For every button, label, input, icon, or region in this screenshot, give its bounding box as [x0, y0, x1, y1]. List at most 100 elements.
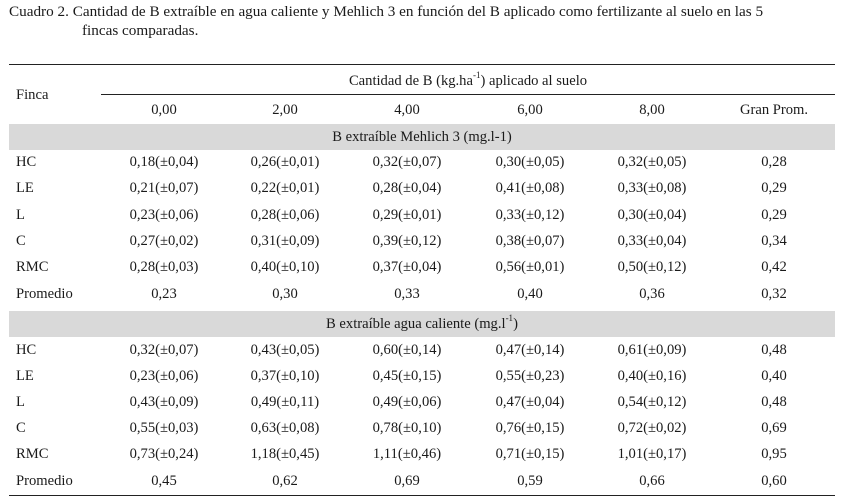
table-cell: 1,18(±0,45): [250, 446, 320, 462]
row-label-finca: L: [16, 207, 25, 223]
group-title-pre: Cantidad de B (kg.ha: [348, 73, 473, 89]
table-cell: 0,34: [761, 233, 787, 249]
table-cell: 0,32: [761, 286, 787, 302]
table-cell: 0,41(±0,08): [495, 180, 565, 196]
row-label-finca: LE: [16, 180, 34, 196]
table-cell: 0,55(±0,23): [495, 368, 565, 384]
table-cell: 0,43(±0,05): [250, 342, 320, 358]
caption-line1: Cantidad de B extraíble en agua caliente…: [72, 3, 764, 20]
table-cell: 0,63(±0,08): [250, 420, 320, 436]
table-cell: 0,31(±0,09): [250, 233, 320, 249]
caption-label: Cuadro 2.: [9, 3, 69, 20]
table-cell: 0,33(±0,12): [495, 207, 565, 223]
table-cell: 0,69: [394, 473, 420, 489]
table-cell: 0,55(±0,03): [129, 420, 199, 436]
table-cell: 0,32(±0,07): [129, 342, 199, 358]
table-cell: 0,60: [761, 473, 787, 489]
column-header: 8,00: [639, 102, 665, 118]
table-cell: 0,28(±0,06): [250, 207, 320, 223]
table-cell: 0,49(±0,11): [250, 394, 320, 410]
table-cell: 0,38(±0,07): [495, 233, 565, 249]
group-title-post: ) aplicado al suelo: [480, 73, 588, 89]
table-cell: 0,23(±0,06): [129, 207, 199, 223]
column-header: 2,00: [272, 102, 298, 118]
row-header-finca: Finca: [16, 87, 49, 103]
row-label-finca: C: [16, 420, 26, 436]
table-cell: 0,28: [761, 154, 787, 170]
table-cell: 0,32(±0,07): [372, 154, 442, 170]
table-cell: 0,32(±0,05): [617, 154, 687, 170]
table-cell: 1,01(±0,17): [617, 446, 687, 462]
top-rule: [9, 64, 835, 66]
table-cell: 0,42: [761, 259, 787, 275]
row-label-finca: HC: [16, 154, 37, 170]
table-cell: 0,56(±0,01): [495, 259, 565, 275]
table-cell: 0,33(±0,08): [617, 180, 687, 196]
table-cell: 0,30(±0,05): [495, 154, 565, 170]
table-cell: 0,22(±0,01): [250, 180, 320, 196]
section-title-mehlich: B extraíble Mehlich 3 (mg.l-1): [332, 129, 512, 145]
table-cell: 0,28(±0,04): [372, 180, 442, 196]
table-cell: 0,66: [639, 473, 665, 489]
table-cell: 0,29: [761, 180, 787, 196]
table-cell: 0,21(±0,07): [129, 180, 199, 196]
row-label-finca: HC: [16, 342, 37, 358]
column-header: 4,00: [394, 102, 420, 118]
table-cell: 0,71(±0,15): [495, 446, 565, 462]
section-title-agua-pre: B extraíble agua caliente (mg.l: [326, 316, 506, 332]
table-cell: 0,36: [639, 286, 665, 302]
table-cell: 0,40(±0,16): [617, 368, 687, 384]
table-cell: 1,11(±0,46): [372, 446, 442, 462]
caption-line2: fincas comparadas.: [82, 22, 199, 39]
group-header-title: Cantidad de B (kg.ha-1) aplicado al suel…: [101, 70, 835, 90]
table-cell: 0,45: [151, 473, 177, 489]
table-cell: 0,48: [761, 394, 787, 410]
table-cell: 0,73(±0,24): [129, 446, 199, 462]
table-caption: Cuadro 2. Cantidad de B extraíble en agu…: [9, 2, 839, 40]
table-cell: 0,23: [151, 286, 177, 302]
row-label-finca: Promedio: [16, 286, 73, 302]
table-cell: 0,26(±0,01): [250, 154, 320, 170]
row-label-finca: L: [16, 394, 25, 410]
table-cell: 0,54(±0,12): [617, 394, 687, 410]
table-cell: 0,33(±0,04): [617, 233, 687, 249]
column-header: 0,00: [151, 102, 177, 118]
table-cell: 0,37(±0,04): [372, 259, 442, 275]
group-title-sup: -1: [472, 70, 481, 81]
table-cell: 0,43(±0,09): [129, 394, 199, 410]
row-label-finca: RMC: [16, 446, 49, 462]
table-cell: 0,50(±0,12): [617, 259, 687, 275]
table-cell: 0,27(±0,02): [129, 233, 199, 249]
table-cell: 0,28(±0,03): [129, 259, 199, 275]
table-cell: 0,40: [761, 368, 787, 384]
table-cell: 0,37(±0,10): [250, 368, 320, 384]
table-cell: 0,72(±0,02): [617, 420, 687, 436]
table-cell: 0,69: [761, 420, 787, 436]
table-cell: 0,39(±0,12): [372, 233, 442, 249]
table-cell: 0,33: [394, 286, 420, 302]
row-label-finca: LE: [16, 368, 34, 384]
column-header: 6,00: [517, 102, 543, 118]
table-cell: 0,29(±0,01): [372, 207, 442, 223]
table-cell: 0,48: [761, 342, 787, 358]
row-label-finca: C: [16, 233, 26, 249]
table-cell: 0,47(±0,04): [495, 394, 565, 410]
table-cell: 0,95: [761, 446, 787, 462]
table-cell: 0,59: [517, 473, 543, 489]
table-cell: 0,40(±0,10): [250, 259, 320, 275]
section-title-agua-post: ): [513, 316, 518, 332]
table-cell: 0,49(±0,06): [372, 394, 442, 410]
bottom-rule: [9, 495, 835, 497]
table-cell: 0,18(±0,04): [129, 154, 199, 170]
table-cell: 0,76(±0,15): [495, 420, 565, 436]
table-cell: 0,62: [272, 473, 298, 489]
column-header: Gran Prom.: [739, 102, 809, 118]
table-cell: 0,61(±0,09): [617, 342, 687, 358]
table-cell: 0,30: [272, 286, 298, 302]
row-label-finca: RMC: [16, 259, 49, 275]
section-title-agua-sup: -1: [505, 313, 514, 324]
table-cell: 0,30(±0,04): [617, 207, 687, 223]
row-label-finca: Promedio: [16, 473, 73, 489]
table-cell: 0,47(±0,14): [495, 342, 565, 358]
table-cell: 0,45(±0,15): [372, 368, 442, 384]
